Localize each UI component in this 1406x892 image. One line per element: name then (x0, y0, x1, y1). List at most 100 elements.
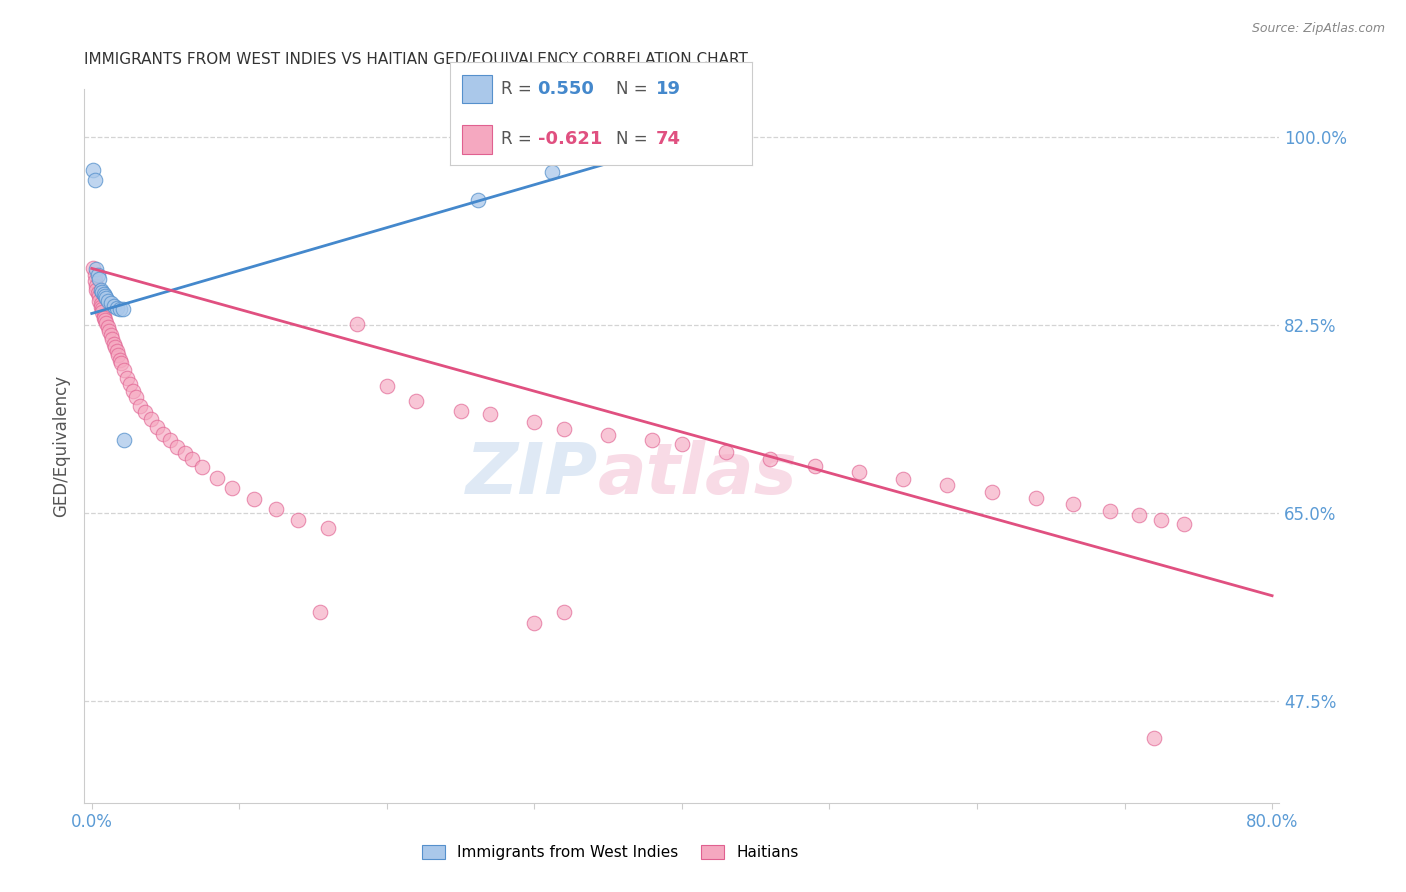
Point (84, 283, 107, 297)
Legend: Immigrants from West Indies, Haitians: Immigrants from West Indies, Haitians (416, 839, 804, 866)
Point (111, 302, 134, 317)
Point (936, 478, 959, 492)
Point (82, 162, 104, 177)
Text: R =: R = (502, 79, 537, 97)
Point (87, 289, 110, 303)
Point (221, 482, 243, 496)
Point (553, 605, 575, 619)
Point (450, 404, 472, 418)
Point (93, 287, 115, 301)
Point (1128, 508, 1150, 523)
Point (90, 300, 112, 314)
Text: Source: ZipAtlas.com: Source: ZipAtlas.com (1251, 22, 1385, 36)
Text: atlas: atlas (599, 440, 799, 509)
Text: -0.621: -0.621 (537, 130, 602, 148)
Point (467, 193, 489, 207)
Point (97, 320, 120, 334)
Point (82, 261, 104, 276)
Bar (463, 125, 492, 153)
Point (90, 283, 112, 297)
Point (97, 293, 120, 308)
Point (891, 472, 914, 486)
Point (86, 286, 108, 301)
Point (93, 310, 115, 325)
Point (287, 512, 309, 526)
Point (91, 305, 114, 319)
Point (523, 615, 546, 630)
Point (479, 408, 502, 422)
Point (541, 165, 564, 179)
Point (1062, 498, 1084, 512)
Point (264, 501, 287, 516)
Point (83, 274, 105, 288)
Text: R =: R = (502, 130, 537, 148)
Point (166, 440, 188, 454)
Point (181, 452, 204, 467)
Point (93, 309, 115, 323)
Point (84, 278, 107, 293)
Point (125, 390, 148, 404)
Point (375, 379, 398, 393)
Point (86, 268, 108, 282)
Text: ZIP: ZIP (465, 440, 599, 509)
Y-axis label: GED/Equivalency: GED/Equivalency (52, 375, 70, 517)
Point (173, 446, 195, 460)
Point (159, 433, 181, 447)
Point (1098, 504, 1121, 518)
Point (104, 340, 127, 354)
Point (84, 262, 107, 277)
Point (87, 293, 110, 308)
Text: 0.550: 0.550 (537, 79, 595, 97)
Point (83, 173, 105, 187)
Point (96, 316, 118, 330)
Point (112, 363, 135, 377)
Point (94, 313, 117, 327)
Point (523, 415, 546, 429)
Point (759, 452, 782, 467)
Point (122, 384, 145, 398)
Point (714, 445, 737, 459)
Point (980, 484, 1002, 499)
Point (1150, 512, 1173, 526)
Point (110, 356, 132, 370)
Point (87, 272, 110, 286)
Point (129, 399, 152, 413)
Point (671, 437, 693, 451)
Point (90, 297, 112, 311)
Point (120, 377, 142, 392)
Point (100, 327, 122, 342)
Point (115, 371, 138, 385)
Point (145, 420, 167, 434)
Text: 74: 74 (655, 130, 681, 148)
Point (98, 324, 121, 338)
Point (105, 344, 128, 359)
Text: IMMIGRANTS FROM WEST INDIES VS HAITIAN GED/EQUIVALENCY CORRELATION CHART: IMMIGRANTS FROM WEST INDIES VS HAITIAN G… (84, 53, 748, 67)
Text: N =: N = (616, 130, 652, 148)
Point (96, 292, 118, 306)
Text: 19: 19 (655, 79, 681, 97)
Point (112, 433, 135, 447)
Point (101, 332, 124, 346)
Point (107, 348, 129, 362)
Point (152, 426, 174, 441)
Point (803, 458, 825, 473)
Point (191, 459, 214, 474)
Point (91, 302, 114, 317)
Point (205, 470, 228, 484)
Point (1173, 516, 1195, 531)
Point (243, 492, 266, 507)
Point (848, 465, 870, 479)
Point (134, 405, 156, 419)
Point (83, 268, 105, 282)
Point (91, 285, 114, 299)
Point (108, 302, 131, 317)
Point (346, 317, 368, 331)
Point (139, 411, 162, 425)
Point (108, 352, 131, 367)
Point (316, 521, 339, 535)
Point (1143, 731, 1166, 746)
Text: N =: N = (616, 79, 652, 97)
Bar (463, 75, 492, 103)
Point (309, 605, 332, 619)
Point (553, 422, 575, 436)
